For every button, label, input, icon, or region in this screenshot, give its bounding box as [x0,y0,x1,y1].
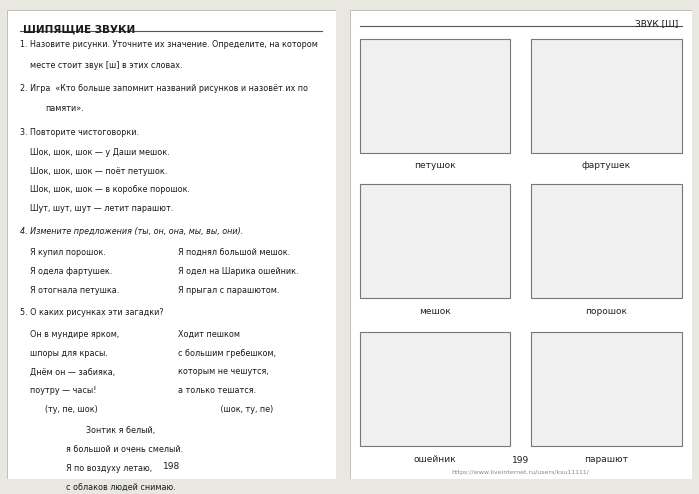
Text: я большой и очень смелый.: я большой и очень смелый. [56,445,183,454]
Text: которым не чешутся,: которым не чешутся, [178,368,268,376]
Text: 5. О каких рисунках эти загадки?: 5. О каких рисунках эти загадки? [20,308,164,317]
Text: https://www.liveinternet.ru/users/ksu11111/: https://www.liveinternet.ru/users/ksu111… [452,470,590,475]
Text: Я одела фартушек.: Я одела фартушек. [20,267,113,276]
Text: Я поднял большой мешок.: Я поднял большой мешок. [178,248,290,257]
Text: Шок, шок, шок — у Даши мешок.: Шок, шок, шок — у Даши мешок. [20,148,170,157]
Text: фартушек: фартушек [582,162,631,170]
Text: с облаков людей снимаю.: с облаков людей снимаю. [56,483,176,492]
FancyBboxPatch shape [531,184,682,298]
Text: 2. Игра  «Кто больше запомнит названий рисунков и назовёт их по: 2. Игра «Кто больше запомнит названий ри… [20,84,308,93]
Text: мешок: мешок [419,307,451,316]
Text: Я отогнала петушка.: Я отогнала петушка. [20,286,120,295]
Text: ЗВУК [Ш]: ЗВУК [Ш] [635,19,678,28]
Text: 1. Назовите рисунки. Уточните их значение. Определите, на котором: 1. Назовите рисунки. Уточните их значени… [20,41,318,49]
Text: Он в мундире ярком,: Он в мундире ярком, [20,330,120,339]
Text: 199: 199 [512,456,529,465]
Text: (ту, пе, шок): (ту, пе, шок) [20,405,98,414]
FancyBboxPatch shape [360,39,510,153]
Text: ШИПЯЩИЕ ЗВУКИ: ШИПЯЩИЕ ЗВУКИ [24,25,136,35]
Text: а только тешатся.: а только тешатся. [178,386,256,395]
Text: (шок, ту, пе): (шок, ту, пе) [178,405,273,414]
Text: Я прыгал с парашютом.: Я прыгал с парашютом. [178,286,279,295]
FancyBboxPatch shape [360,332,510,447]
Text: Я одел на Шарика ошейник.: Я одел на Шарика ошейник. [178,267,298,276]
Text: петушок: петушок [415,162,456,170]
FancyBboxPatch shape [531,332,682,447]
Text: 4. Измените предложения (ты, он, она, мы, вы, они).: 4. Измените предложения (ты, он, она, мы… [20,227,243,236]
FancyBboxPatch shape [350,10,692,479]
Text: с большим гребешком,: с большим гребешком, [178,349,276,358]
Text: шпоры для красы.: шпоры для красы. [20,349,108,358]
Text: Я по воздуху летаю,: Я по воздуху летаю, [56,464,152,473]
Text: Ходит пешком: Ходит пешком [178,330,240,339]
Text: месте стоит звук [ш] в этих словах.: месте стоит звук [ш] в этих словах. [30,61,182,70]
Text: памяти».: памяти». [45,104,83,113]
Text: Шок, шок, шок — в коробке порошок.: Шок, шок, шок — в коробке порошок. [20,185,190,195]
Text: Шут, шут, шут — летит парашют.: Шут, шут, шут — летит парашют. [20,204,173,213]
Text: 3. Повторите чистоговорки.: 3. Повторите чистоговорки. [20,127,139,137]
Text: парашют: парашют [584,455,628,464]
Text: Днём он — забияка,: Днём он — забияка, [20,368,115,376]
Text: Зонтик я белый,: Зонтик я белый, [56,426,155,435]
Text: поутру — часы!: поутру — часы! [20,386,96,395]
Text: порошок: порошок [585,307,628,316]
FancyBboxPatch shape [7,10,336,479]
Text: Шок, шок, шок — поёт петушок.: Шок, шок, шок — поёт петушок. [20,166,167,176]
FancyBboxPatch shape [531,39,682,153]
Text: ошейник: ошейник [414,455,456,464]
Text: 198: 198 [163,462,180,471]
Text: Я купил порошок.: Я купил порошок. [20,248,106,257]
FancyBboxPatch shape [360,184,510,298]
